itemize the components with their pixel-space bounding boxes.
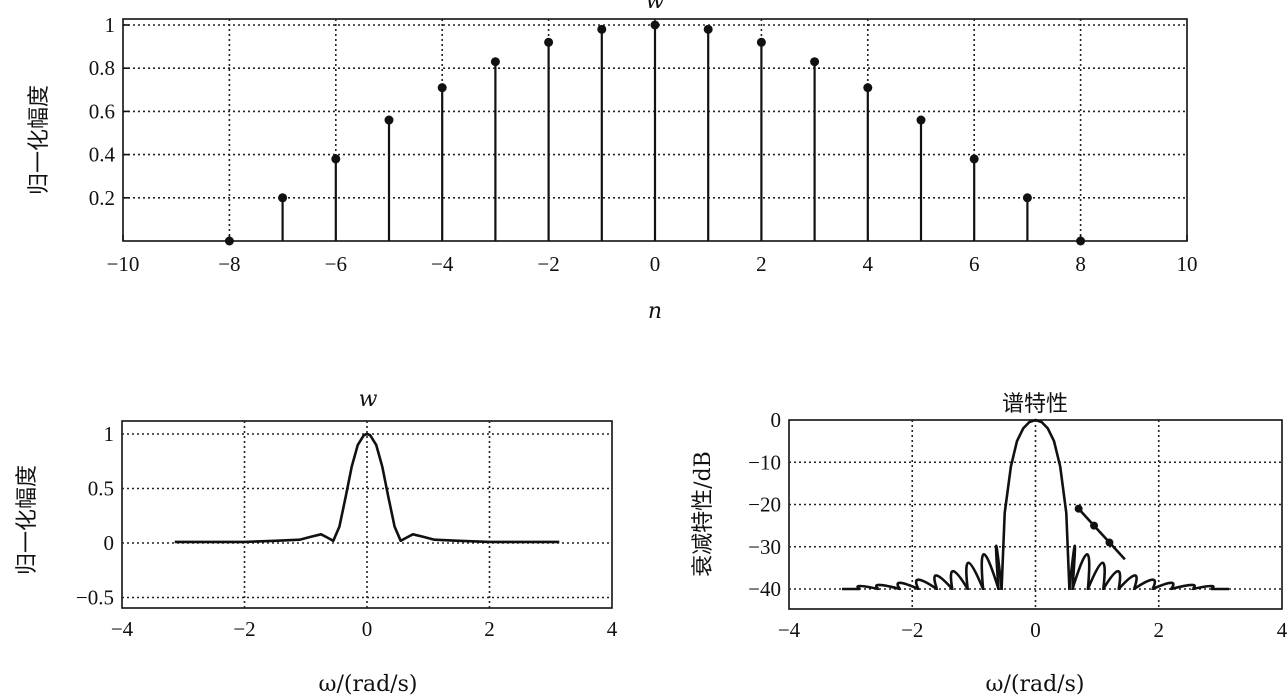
chart-3-series <box>841 418 1230 591</box>
chart-3-y-ticks: −40 −30 −20 −10 0 <box>748 408 781 601</box>
chart-3-side-lobe <box>949 569 969 590</box>
chart-2-grid <box>122 421 612 608</box>
chart-1-stem-point <box>703 24 713 34</box>
chart-3-x-tick-label: 2 <box>1154 618 1165 642</box>
chart-3-side-lobe <box>933 574 954 590</box>
chart-2-y-tick-label: −0.5 <box>76 586 114 610</box>
chart-3-side-lobe <box>1170 583 1197 591</box>
chart-2-x-tick-label: 2 <box>484 617 495 641</box>
chart-1-title: w <box>646 0 665 14</box>
chart-2-y-label: 归一化幅度 <box>15 465 40 575</box>
chart-3-side-lobe <box>1117 574 1138 590</box>
chart-1-x-tick-label: −8 <box>218 252 240 276</box>
chart-2-y-tick-label: 1 <box>104 422 115 446</box>
chart-2-x-tick-label: −4 <box>111 617 134 641</box>
chart-1-stem-point <box>650 20 660 30</box>
chart-3-title: 谱特性 <box>1002 392 1068 417</box>
chart-1-x-tick-label: 2 <box>756 252 767 276</box>
chart-1-stem-point <box>437 83 447 93</box>
chart-3-side-lobe <box>994 544 1003 590</box>
chart-3-x-ticks: −4 −2 0 2 4 <box>778 618 1288 642</box>
chart-1-stem-point <box>863 83 873 93</box>
chart-1-x-tick-label: 10 <box>1177 252 1198 276</box>
chart-1-y-label: 归一化幅度 <box>27 85 52 195</box>
chart-1-x-tick-label: 8 <box>1075 252 1086 276</box>
chart-3-peak-point <box>1074 504 1083 513</box>
chart-3-y-tick-label: −30 <box>748 535 781 559</box>
chart-1-x-tick-label: 0 <box>650 252 661 276</box>
chart-2-series-line <box>174 432 560 544</box>
chart-1-stems <box>224 20 1086 246</box>
chart-2-y-tick-label: 0.5 <box>88 477 114 501</box>
chart-3-side-lobe <box>980 553 1000 590</box>
chart-3-main-lobe <box>1000 418 1071 590</box>
chart-1-stem-point <box>331 154 341 164</box>
chart-3-y-label: 衰减特性/dB <box>691 451 716 577</box>
chart-2-x-ticks: −4 −2 0 2 4 <box>111 617 618 641</box>
chart-3-y-tick-label: −10 <box>748 450 781 474</box>
chart-2-title: w <box>359 387 378 412</box>
chart-3-y-tick-label: −40 <box>748 577 781 601</box>
chart-3-x-tick-label: 4 <box>1277 618 1288 642</box>
chart-3-side-lobe <box>1068 544 1077 590</box>
chart-1-stem-point <box>384 115 394 125</box>
chart-3-side-lobe <box>896 581 919 591</box>
chart-1-y-tick-label: 0.2 <box>89 186 115 210</box>
chart-3-side-lobe <box>1152 581 1175 591</box>
chart-3-attenuation-plot: −4 −2 0 2 4 −40−30−20−100 谱特性 ω/(rad/s) 衰减特性… <box>691 392 1288 697</box>
chart-2-plot-frame <box>121 420 613 609</box>
chart-3-side-lobe <box>1133 578 1157 591</box>
chart-3-peak-point <box>1090 521 1099 530</box>
chart-2-x-tick-label: −2 <box>233 617 255 641</box>
chart-1-stem-point <box>1022 193 1032 203</box>
chart-2-x-tick-label: 0 <box>362 617 373 641</box>
chart-1-y-tick-label: 0.8 <box>89 56 115 80</box>
chart-3-y-tick-label: 0 <box>771 408 782 432</box>
chart-3-y-tick-label: −20 <box>748 493 781 517</box>
chart-1-stem-plot: −10 −8 −6 −4 −2 0 2 4 6 8 10 0.2 0.4 0.6 0.8 1 w n 归一化… <box>27 0 1198 324</box>
chart-1-stem-point <box>597 24 607 34</box>
chart-2-window-plot: −4 −2 0 2 4 −0.5 0 0.5 1 w ω/(rad/s) 归一化幅度 <box>15 387 618 697</box>
chart-3-grid <box>789 420 1282 609</box>
chart-1-y-tick-label: 0.4 <box>89 143 116 167</box>
chart-1-stem-point <box>490 57 500 67</box>
chart-2-y-ticks: −0.5 0 0.5 1 <box>76 422 114 610</box>
chart-1-stem-point <box>916 115 926 125</box>
chart-1-x-tick-label: −6 <box>325 252 347 276</box>
chart-3-x-tick-label: −4 <box>778 618 801 642</box>
chart-3-side-lobe <box>1102 569 1122 590</box>
chart-3-envelope <box>1077 507 1126 561</box>
chart-3-x-tick-label: 0 <box>1030 618 1041 642</box>
chart-1-x-tick-label: −2 <box>537 252 559 276</box>
chart-1-x-tick-label: −10 <box>107 252 140 276</box>
chart-2-x-label: ω/(rad/s) <box>319 672 418 697</box>
chart-1-stem-point <box>278 193 288 203</box>
chart-1-x-tick-label: 6 <box>969 252 980 276</box>
chart-1-x-label: n <box>648 299 662 324</box>
chart-3-x-label: ω/(rad/s) <box>986 672 1085 697</box>
chart-3-side-lobe <box>1071 553 1091 590</box>
chart-1-x-ticks: −10 −8 −6 −4 −2 0 2 4 6 8 10 <box>107 235 1198 276</box>
chart-2-y-tick-label: 0 <box>104 531 115 555</box>
chart-1-y-ticks: 0.2 0.4 0.6 0.8 1 <box>89 13 129 210</box>
chart-2-x-tick-label: 4 <box>607 617 618 641</box>
chart-1-stem-point <box>756 37 766 47</box>
chart-3-side-lobe <box>1086 561 1106 590</box>
chart-1-stem-point <box>810 57 820 67</box>
chart-1-y-tick-label: 0.6 <box>89 99 115 123</box>
chart-3-peak-point <box>1105 538 1114 547</box>
chart-3-side-lobe <box>914 578 938 591</box>
chart-3-x-tick-label: −2 <box>901 618 923 642</box>
chart-3-side-lobe <box>965 561 985 590</box>
chart-1-stem-point <box>969 154 979 164</box>
chart-1-stem-point <box>544 37 554 47</box>
chart-1-y-tick-label: 1 <box>105 13 116 37</box>
chart-1-x-tick-label: 4 <box>863 252 874 276</box>
chart-1-x-tick-label: −4 <box>431 252 454 276</box>
